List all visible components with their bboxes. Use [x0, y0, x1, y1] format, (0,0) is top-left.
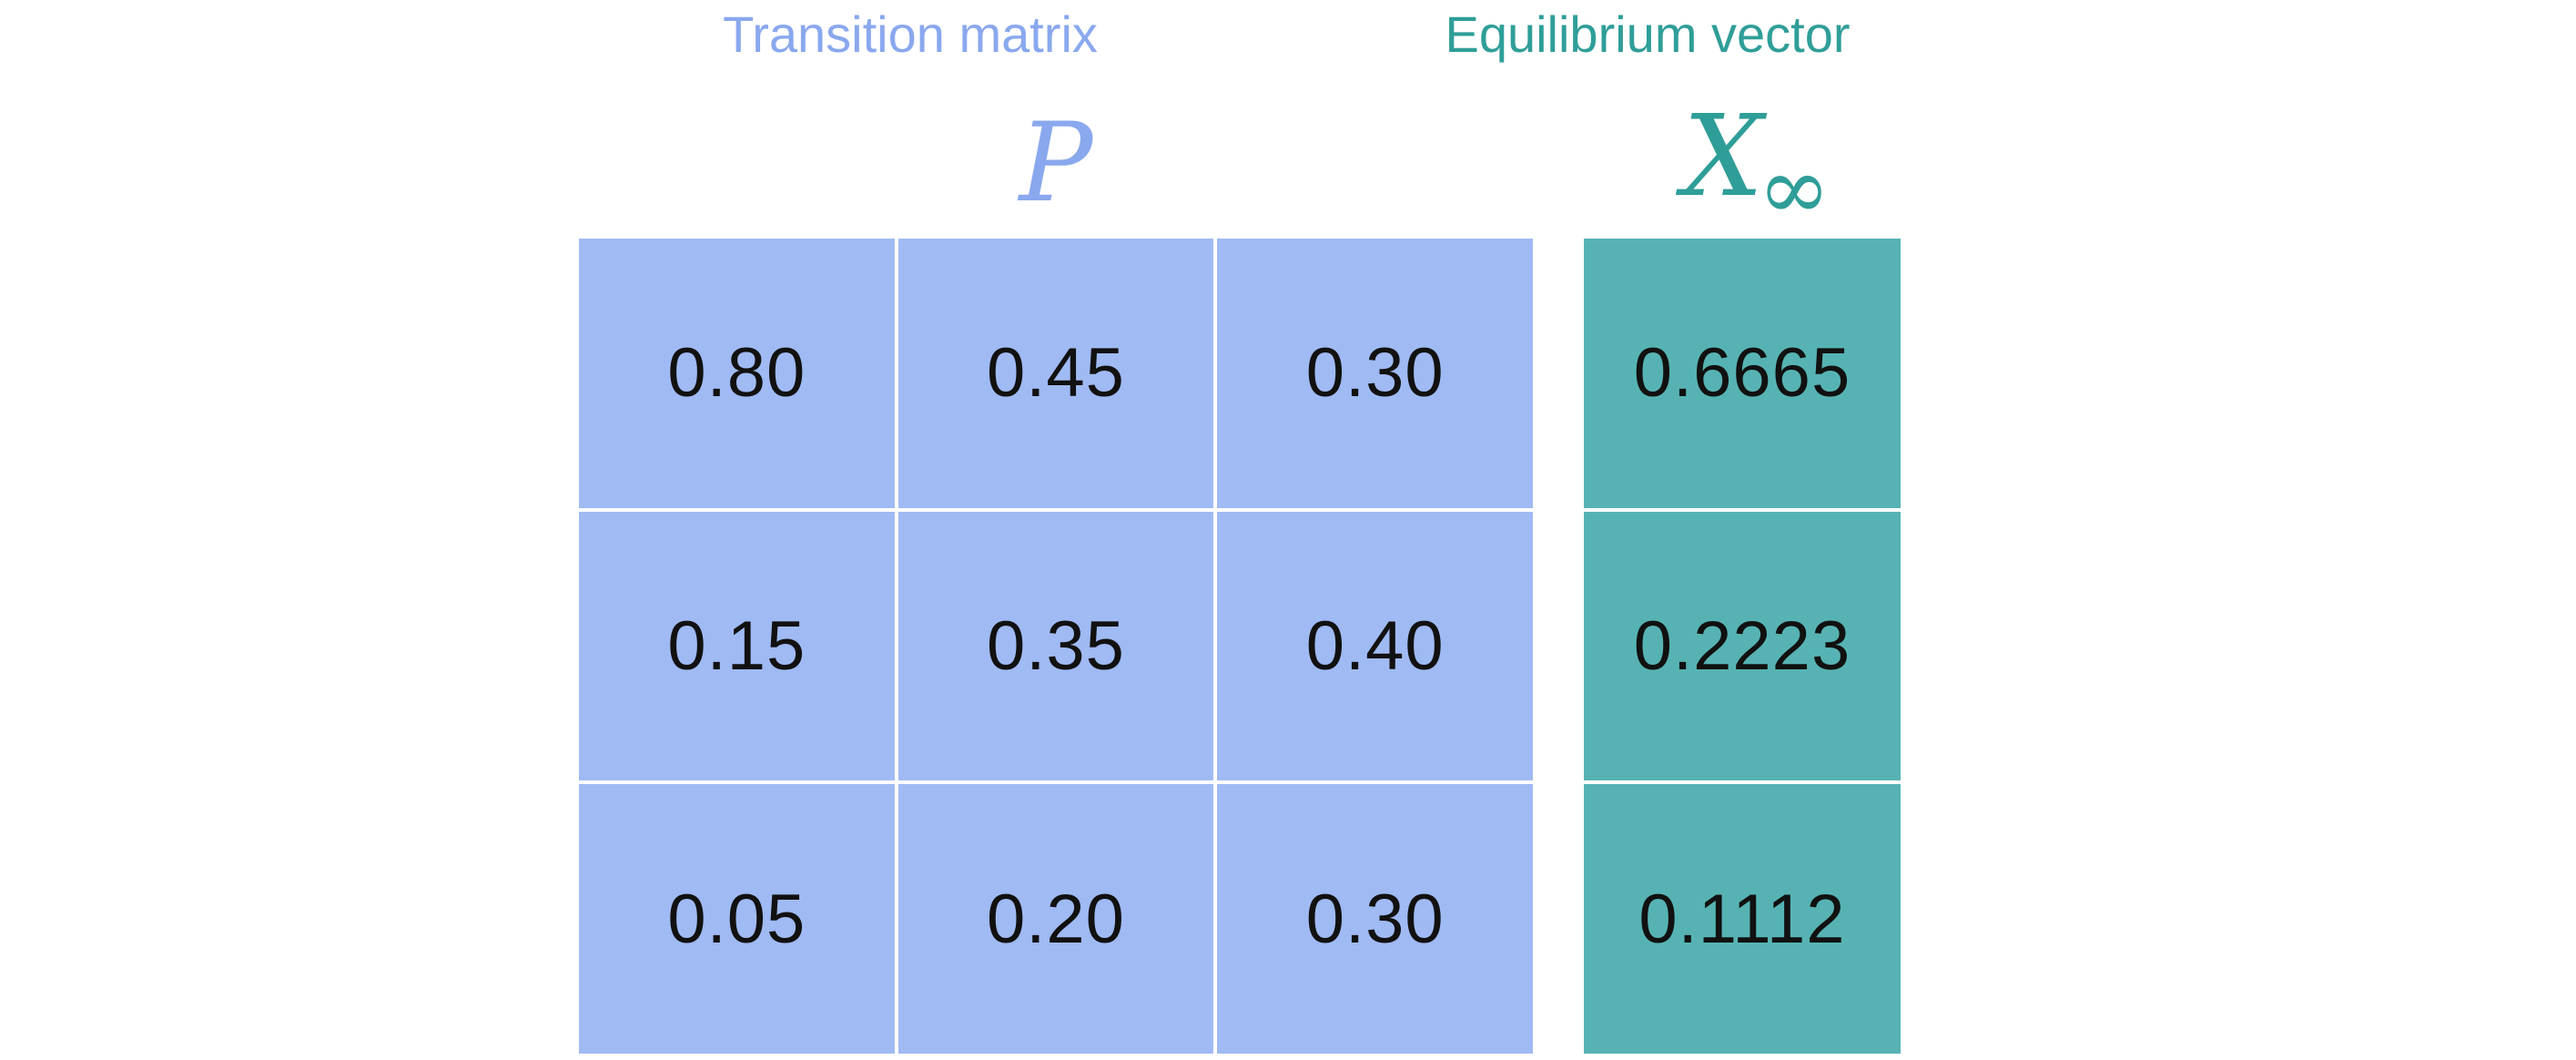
vector-cell-1: 0.6665 [1584, 239, 1901, 508]
vector-cell-2: 0.2223 [1584, 511, 1901, 781]
matrix-symbol-p: P [1019, 100, 1093, 227]
vector-symbol-x-infinity: X∞ [1620, 100, 1893, 232]
transition-matrix-grid: 0.80 0.45 0.30 0.15 0.35 0.40 0.05 0.20 … [579, 239, 1533, 1054]
equilibrium-vector-caption: Equilibrium vector [1445, 5, 1851, 63]
matrix-cell-r1-c2: 0.45 [898, 239, 1214, 508]
equilibrium-vector-column: 0.6665 0.2223 0.1112 [1584, 239, 1901, 1054]
matrix-cell-r3-c3: 0.30 [1217, 784, 1533, 1054]
matrix-cell-r3-c2: 0.20 [898, 784, 1214, 1054]
matrix-cell-r1-c1: 0.80 [579, 239, 895, 508]
transition-matrix-caption: Transition matrix [723, 5, 1098, 63]
matrix-cell-r2-c2: 0.35 [898, 511, 1214, 781]
infinity-subscript: ∞ [1758, 138, 1831, 240]
matrix-cell-r2-c3: 0.40 [1217, 511, 1533, 781]
vector-symbol-letter: X [1682, 91, 1764, 222]
matrix-cell-r3-c1: 0.05 [579, 784, 895, 1054]
matrix-cell-r1-c3: 0.30 [1217, 239, 1533, 508]
matrix-cell-r2-c1: 0.15 [579, 511, 895, 781]
vector-cell-3: 0.1112 [1584, 784, 1901, 1054]
